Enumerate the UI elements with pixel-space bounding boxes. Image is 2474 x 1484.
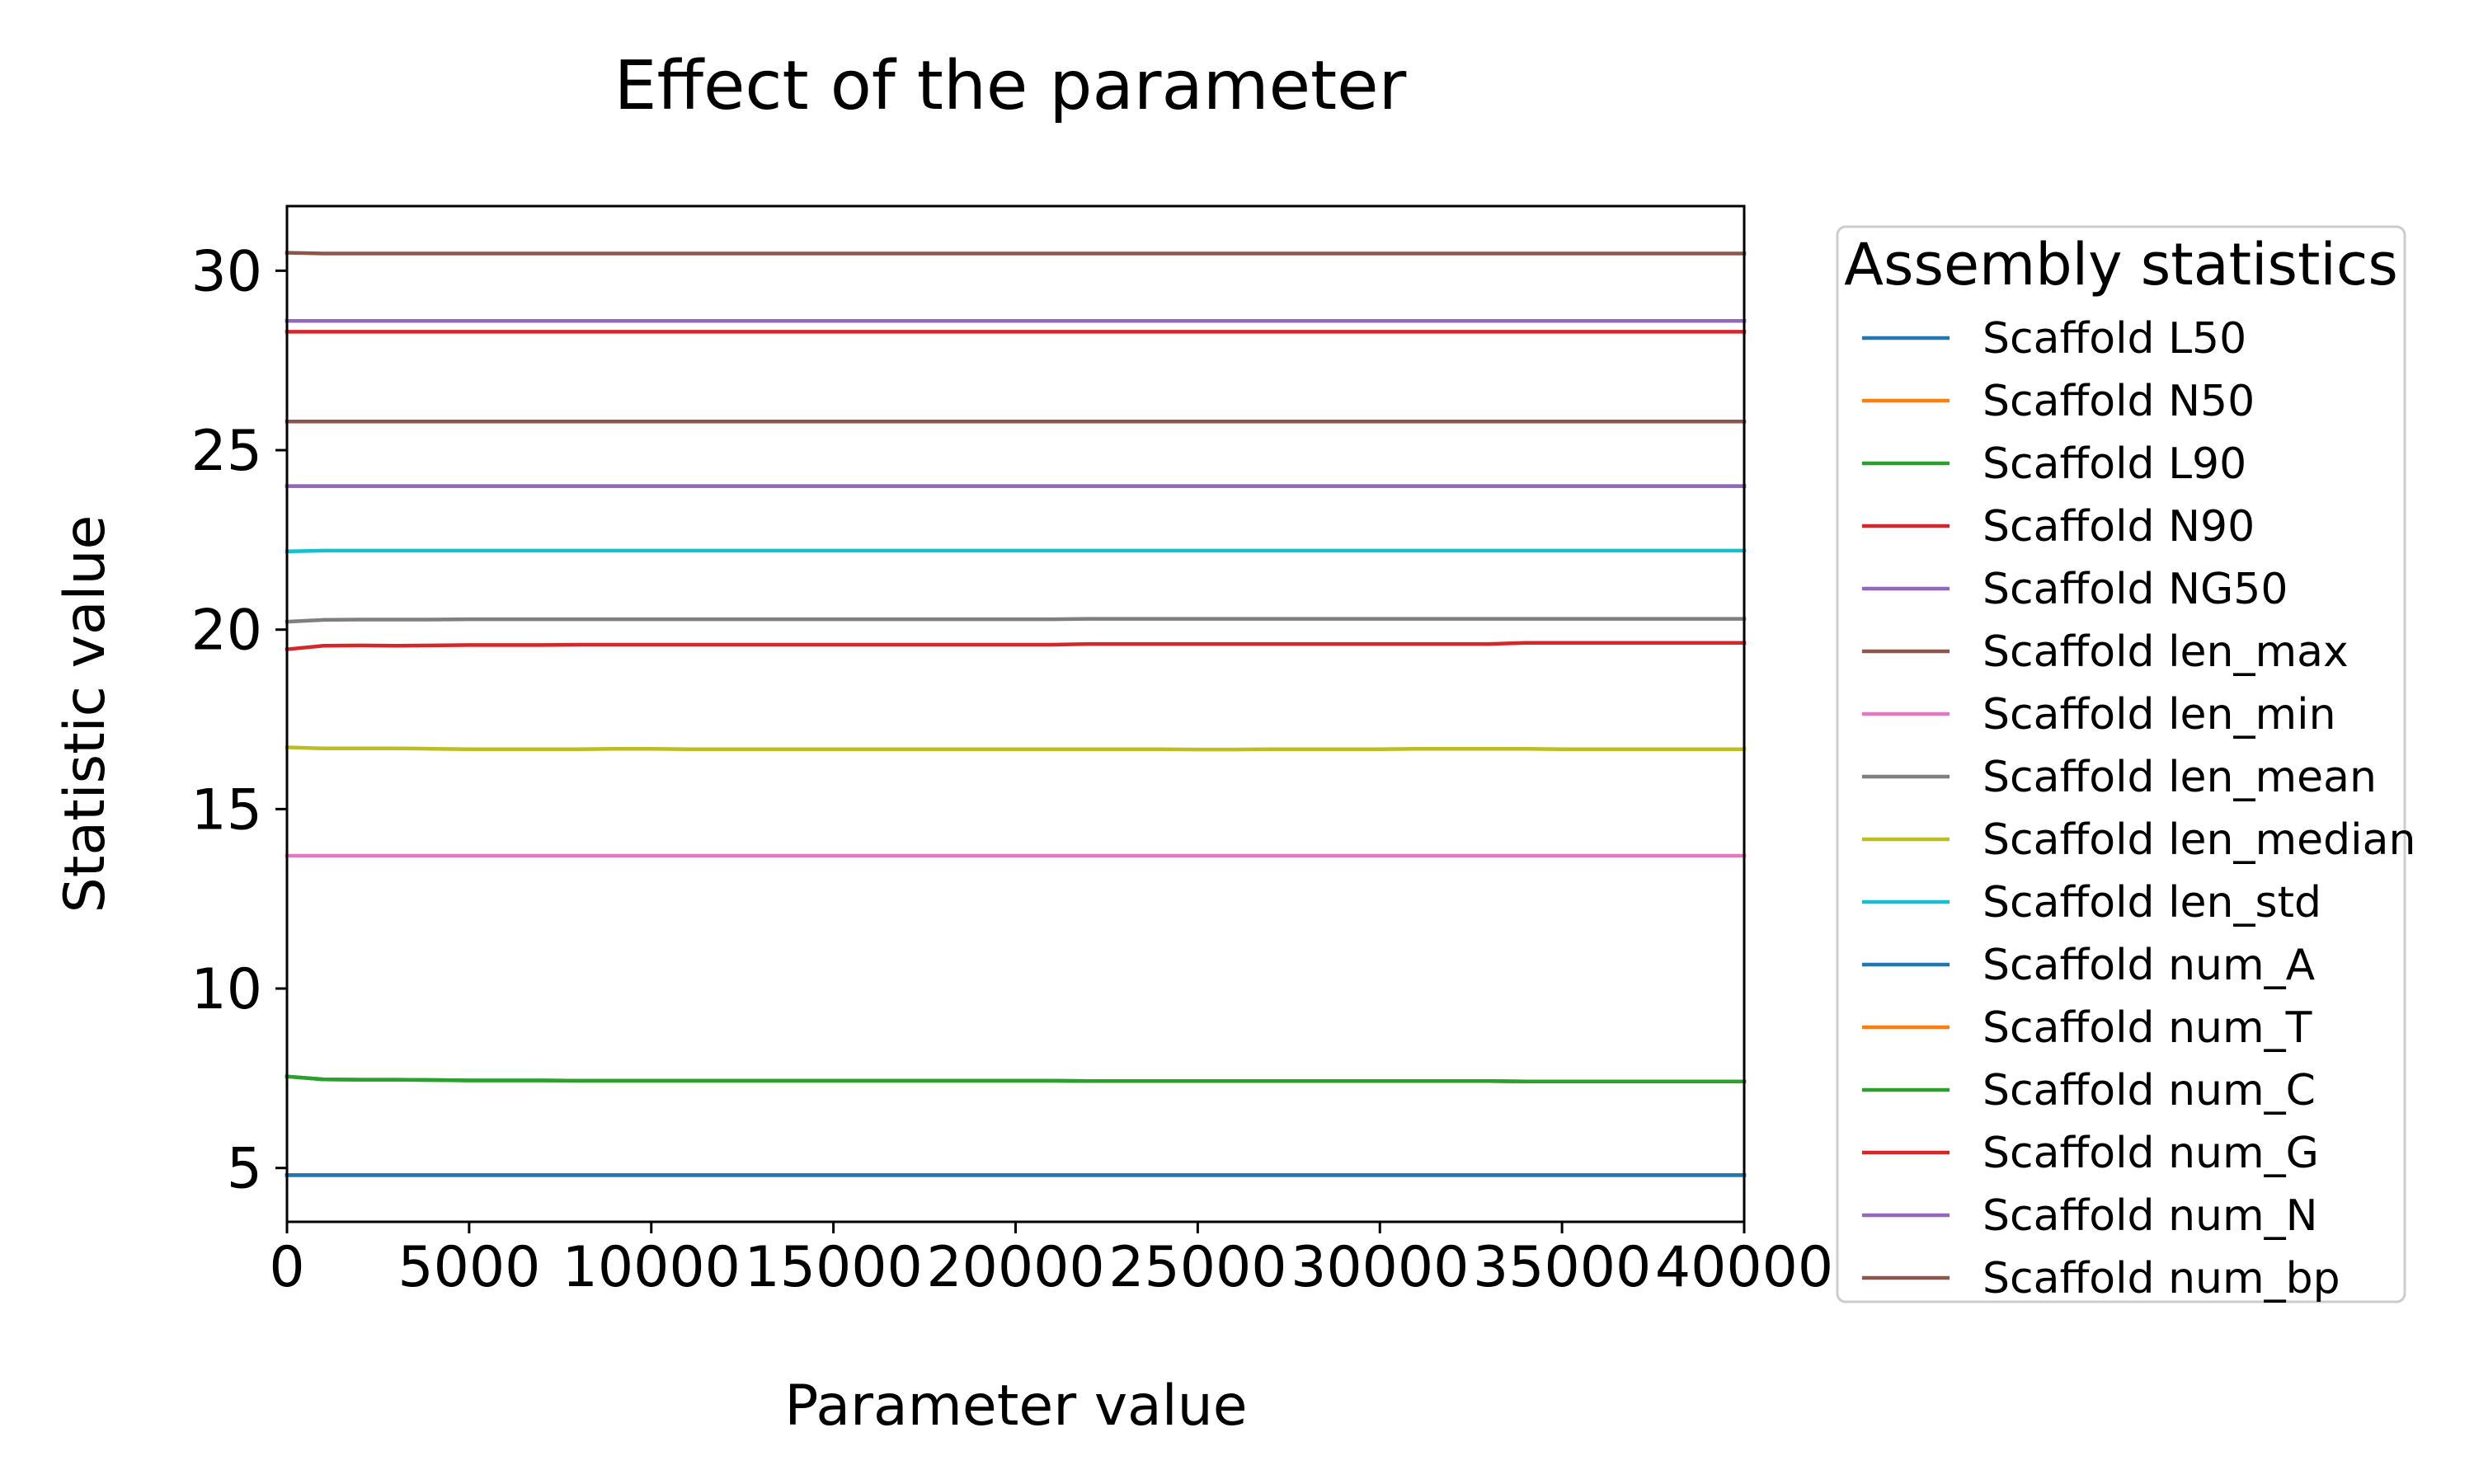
legend-label-scaffold-len-mean: Scaffold len_mean <box>1982 753 2377 802</box>
series-line-scaffold-num-g <box>285 641 1747 652</box>
x-axis-label: Parameter value <box>784 1374 1247 1439</box>
legend-label-scaffold-l50: Scaffold L50 <box>1982 314 2246 364</box>
legend-title: Assembly statistics <box>1844 231 2398 298</box>
x-tick-label: 40000 <box>1655 1235 1833 1300</box>
legend-label-scaffold-num-n: Scaffold num_N <box>1982 1191 2318 1241</box>
legend-label-scaffold-n90: Scaffold N90 <box>1982 502 2255 552</box>
x-axis-ticks: 0 5000 10000 15000 20000 25000 30000 35000 40000 <box>269 1222 1833 1300</box>
legend-label-scaffold-num-c: Scaffold num_C <box>1982 1066 2316 1115</box>
series-line-scaffold-len-mean <box>285 617 1747 624</box>
x-tick-label: 25000 <box>1108 1235 1286 1300</box>
plot-frame <box>285 204 1746 1223</box>
series-line-scaffold-len-median <box>285 745 1747 752</box>
legend-label-scaffold-num-g: Scaffold num_G <box>1982 1129 2319 1178</box>
legend-label-scaffold-num-bp: Scaffold num_bp <box>1982 1254 2340 1303</box>
y-tick-label: 5 <box>227 1137 262 1202</box>
legend-label-scaffold-n50: Scaffold N50 <box>1982 377 2255 426</box>
series-line-scaffold-num-bp <box>285 251 1747 256</box>
chart-title: Effect of the parameter <box>614 47 1407 125</box>
legend-label-scaffold-num-a: Scaffold num_A <box>1982 941 2316 990</box>
legend-items: Scaffold L50 Scaffold N50 Scaffold L90 Scaf… <box>1862 314 2415 1303</box>
x-tick-label: 0 <box>269 1235 304 1300</box>
legend-box <box>1836 225 2406 1303</box>
x-tick-label: 10000 <box>562 1235 741 1300</box>
x-tick-label: 30000 <box>1291 1235 1469 1300</box>
y-tick-label: 25 <box>190 419 262 484</box>
legend-label-scaffold-ng50: Scaffold NG50 <box>1982 565 2288 614</box>
legend: Assembly statistics Scaffold L50Scaffold… <box>1836 225 2415 1303</box>
x-tick-label: 5000 <box>397 1235 540 1300</box>
legend-label-scaffold-l90: Scaffold L90 <box>1982 439 2246 489</box>
y-tick-label: 15 <box>190 777 262 843</box>
x-tick-label: 20000 <box>926 1235 1104 1300</box>
legend-label-scaffold-num-t: Scaffold num_T <box>1982 1003 2312 1053</box>
series-line-scaffold-num-c <box>285 1074 1747 1084</box>
legend-label-scaffold-len-median: Scaffold len_median <box>1982 815 2415 865</box>
plot-lines <box>285 251 1747 1177</box>
y-tick-label: 30 <box>190 239 262 304</box>
y-tick-label: 10 <box>190 957 262 1022</box>
series-line-scaffold-len-std <box>285 548 1747 554</box>
legend-label-scaffold-len-std: Scaffold len_std <box>1982 878 2321 928</box>
y-axis-label: Statistic value <box>53 515 118 913</box>
y-axis-ticks: 5 10 15 20 25 30 <box>190 239 287 1202</box>
legend-label-scaffold-len-min: Scaffold len_min <box>1982 690 2336 740</box>
legend-label-scaffold-len-max: Scaffold len_max <box>1982 627 2349 677</box>
y-tick-label: 20 <box>190 599 262 664</box>
x-tick-label: 35000 <box>1473 1235 1651 1300</box>
x-tick-label: 15000 <box>744 1235 922 1300</box>
